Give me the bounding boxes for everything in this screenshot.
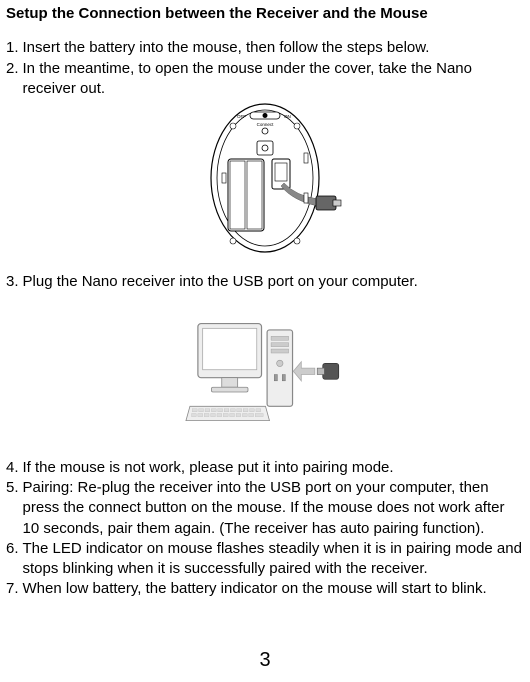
- step-number: 3.: [6, 272, 19, 292]
- step-text: If the mouse is not work, please put it …: [23, 458, 524, 478]
- step-5: 5. Pairing: Re-plug the receiver into th…: [6, 478, 524, 539]
- mouse-diagram-container: OFF ON Connect: [6, 101, 524, 262]
- step-number: 5.: [6, 478, 19, 539]
- step-7: 7. When low battery, the battery indicat…: [6, 579, 524, 599]
- step-1: 1. Insert the battery into the mouse, th…: [6, 38, 524, 58]
- step-number: 7.: [6, 579, 19, 599]
- svg-text:OFF: OFF: [237, 114, 246, 119]
- step-3: 3. Plug the Nano receiver into the USB p…: [6, 272, 524, 292]
- step-text: Plug the Nano receiver into the USB port…: [23, 272, 524, 292]
- step-text: Pairing: Re-plug the receiver into the U…: [23, 478, 524, 539]
- step-number: 4.: [6, 458, 19, 478]
- computer-usb-icon: [178, 305, 353, 440]
- mouse-underside-icon: OFF ON Connect: [178, 101, 353, 256]
- step-text: When low battery, the battery indicator …: [23, 579, 524, 599]
- step-number: 2.: [6, 59, 19, 100]
- step-2: 2. In the meantime, to open the mouse un…: [6, 59, 524, 100]
- step-number: 6.: [6, 539, 19, 580]
- step-6: 6. The LED indicator on mouse flashes st…: [6, 539, 524, 580]
- step-number: 1.: [6, 38, 19, 58]
- page-number: 3: [0, 647, 530, 674]
- step-text: Insert the battery into the mouse, then …: [23, 38, 524, 58]
- svg-text:Connect: Connect: [256, 122, 274, 127]
- step-4: 4. If the mouse is not work, please put …: [6, 458, 524, 478]
- step-text: In the meantime, to open the mouse under…: [23, 59, 524, 100]
- computer-diagram-container: [6, 305, 524, 446]
- step-text: The LED indicator on mouse flashes stead…: [23, 539, 524, 580]
- page-title: Setup the Connection between the Receive…: [6, 4, 524, 24]
- svg-text:ON: ON: [284, 114, 291, 119]
